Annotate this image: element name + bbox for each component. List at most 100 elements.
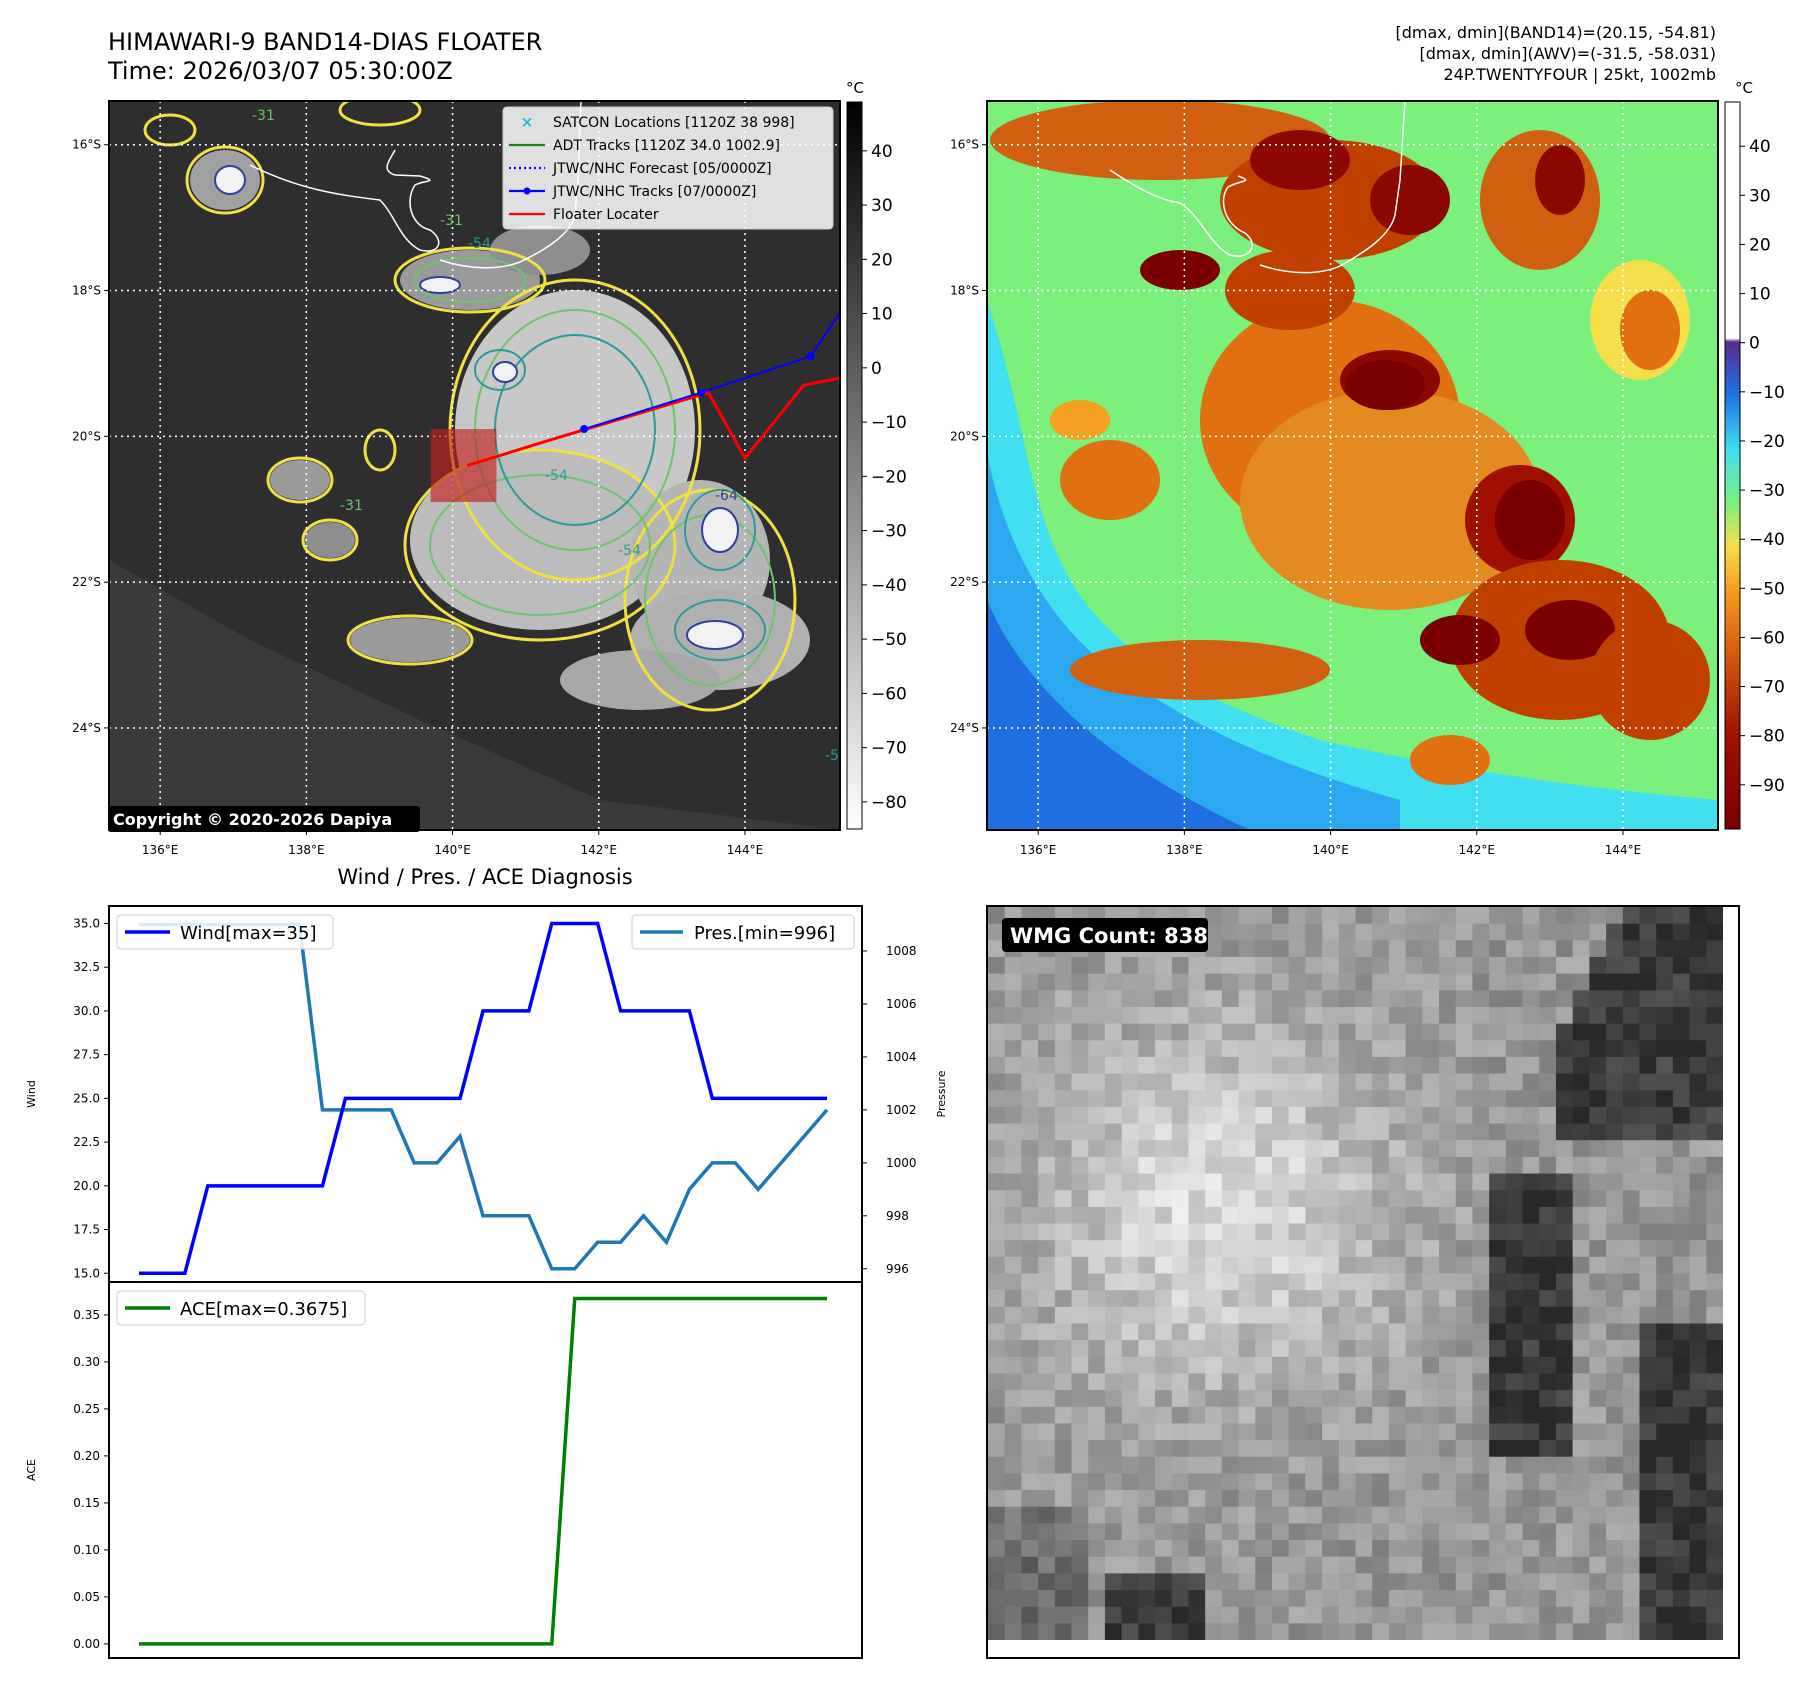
contour-label: -31 xyxy=(340,498,363,514)
colorbar-tick-label: −80 xyxy=(871,793,907,813)
jtwc-point xyxy=(806,352,815,361)
legend-marker-x: × xyxy=(521,113,534,131)
contour-label: -54 xyxy=(618,543,641,559)
lat-tick-label: 16°S xyxy=(72,138,101,152)
jtwc-point xyxy=(580,425,589,434)
lat-tick-label: 24°S xyxy=(72,721,101,735)
colorbar-tick-label: 10 xyxy=(871,305,893,325)
wind-legend-label: Wind[max=35] xyxy=(180,923,317,944)
legend-label: SATCON Locations [1120Z 38 998] xyxy=(553,115,795,131)
pressure-y-tick-label: 1004 xyxy=(886,1050,917,1064)
ace-y-tick-label: 0.30 xyxy=(73,1355,100,1369)
gray-colorbar-unit: °C xyxy=(846,79,864,97)
ace-y-tick-label: 0.20 xyxy=(73,1449,100,1463)
colorbar-tick-label: −70 xyxy=(871,739,907,759)
wind-axis-label: Wind xyxy=(25,1080,38,1108)
lat-tick-label: 22°S xyxy=(950,575,979,589)
wind-y-tick-label: 30.0 xyxy=(73,1004,100,1018)
colorbar-tick-label: −50 xyxy=(871,630,907,650)
wind-series-line xyxy=(139,921,827,1276)
legend-label: JTWC/NHC Tracks [07/0000Z] xyxy=(552,184,756,200)
pressure-y-tick-label: 1006 xyxy=(886,997,917,1011)
time-title: Time: 2026/03/07 05:30:00Z xyxy=(107,57,453,85)
jtwc-track xyxy=(583,311,840,431)
colorbar-tick-label: −20 xyxy=(1749,432,1785,452)
wind-y-tick-label: 35.0 xyxy=(73,916,100,930)
colorbar-tick-label: −30 xyxy=(1749,481,1785,501)
contour-label: -31 xyxy=(252,108,275,124)
colorbar-tick-label: −10 xyxy=(871,413,907,433)
lon-tick-label: 138°E xyxy=(288,843,325,857)
lat-tick-label: 24°S xyxy=(950,721,979,735)
legend-dot xyxy=(523,187,531,195)
pressure-y-tick-label: 1008 xyxy=(886,944,917,958)
colorbar-tick-label: 20 xyxy=(871,250,893,270)
jtwc-point xyxy=(697,388,706,397)
wind-y-tick-label: 32.5 xyxy=(73,960,100,974)
lon-tick-label: 144°E xyxy=(727,843,764,857)
lat-tick-label: 18°S xyxy=(950,284,979,298)
pressure-y-tick-label: 1000 xyxy=(886,1156,917,1170)
contour-label: -64 xyxy=(715,488,738,504)
lat-tick-label: 22°S xyxy=(72,575,101,589)
colorbar-tick-label: 20 xyxy=(1749,235,1771,255)
lon-tick-label: 142°E xyxy=(581,843,618,857)
wind-y-tick-label: 25.0 xyxy=(73,1091,100,1105)
colorbar-tick-label: −20 xyxy=(871,467,907,487)
ace-y-tick-label: 0.00 xyxy=(73,1637,100,1651)
lon-tick-label: 140°E xyxy=(1312,843,1349,857)
map1-axis-ticks: 136°E 138°E 140°E 142°E 144°E 16°S 18°S 20°S 22°… xyxy=(72,138,763,857)
ace-y-tick-label: 0.10 xyxy=(73,1543,100,1557)
wmg-pixel-grid xyxy=(988,907,1723,1640)
lon-tick-label: 144°E xyxy=(1605,843,1642,857)
jtwc-track-points xyxy=(580,352,815,434)
map2-axis-ticks: 136°E 138°E 140°E 142°E 144°E 16°S 18°S 20°S 22°… xyxy=(950,138,1641,857)
colorbar-tick-label: 0 xyxy=(1749,334,1760,354)
color-map-gridlines xyxy=(987,101,1718,830)
wind-y-tick-label: 17.5 xyxy=(73,1223,100,1237)
ace-y-tick-label: 0.25 xyxy=(73,1402,100,1416)
colorbar-tick-label: 40 xyxy=(871,142,893,162)
coastline-color-map xyxy=(1109,101,1406,274)
legend-label: ADT Tracks [1120Z 34.0 1002.9] xyxy=(553,138,780,154)
lat-tick-label: 16°S xyxy=(950,138,979,152)
colorbar-tick-label: 30 xyxy=(1749,186,1771,206)
colorbar-tick-label: −60 xyxy=(1749,628,1785,648)
color-map-panel: 136°E 138°E 140°E 142°E 144°E 16°S 18°S 20°S 22°… xyxy=(950,100,1719,857)
colorbar-tick-label: 10 xyxy=(1749,285,1771,305)
ace-chart: 0.35 0.30 0.25 0.20 0.15 0.10 0.05 0.00 ACE ACE… xyxy=(25,1281,863,1659)
diagnosis-title: Wind / Pres. / ACE Diagnosis xyxy=(337,865,632,889)
colorbar-tick-label: −40 xyxy=(871,576,907,596)
info-line-2: [dmax, dmin](AWV)=(-31.5, -58.031) xyxy=(1419,44,1716,63)
colorbar-tick-label: −50 xyxy=(1749,579,1785,599)
lat-tick-label: 20°S xyxy=(72,429,101,443)
pressure-y-tick-label: 996 xyxy=(886,1262,909,1276)
colorbar-tick-label: −60 xyxy=(871,684,907,704)
pressure-y-tick-label: 1002 xyxy=(886,1103,917,1117)
map-legend: × SATCON Locations [1120Z 38 998] ADT Trac… xyxy=(502,106,834,230)
contour-label: -54 xyxy=(825,748,848,764)
colorbar-tick-label: −90 xyxy=(1749,776,1785,796)
colorbar-tick-label: 30 xyxy=(871,196,893,216)
ace-y-tick-label: 0.05 xyxy=(73,1590,100,1604)
lat-tick-label: 20°S xyxy=(950,429,979,443)
copyright-text: Copyright © 2020-2026 Dapiya xyxy=(113,810,392,829)
contour-label: -31 xyxy=(440,213,463,229)
lon-tick-label: 140°E xyxy=(434,843,471,857)
info-line-1: [dmax, dmin](BAND14)=(20.15, -54.81) xyxy=(1396,23,1717,42)
wind-y-tick-label: 27.5 xyxy=(73,1048,100,1062)
ace-y-tick-label: 0.35 xyxy=(73,1308,100,1322)
pressure-axis-label: Pressure xyxy=(935,1070,948,1117)
lon-tick-label: 138°E xyxy=(1166,843,1203,857)
wind-y-tick-label: 15.0 xyxy=(73,1266,100,1280)
floater-locater-track xyxy=(466,376,840,467)
wind-y-tick-label: 20.0 xyxy=(73,1179,100,1193)
colorbar-tick-label: −80 xyxy=(1749,727,1785,747)
pressure-y-tick-label: 998 xyxy=(886,1209,909,1223)
ace-legend: ACE[max=0.3675] xyxy=(116,1290,366,1326)
contour-label: -54 xyxy=(468,236,491,252)
ir-map-panel: -31 -54 -31 -54 -54 -64 -31 -54 × SATCON … xyxy=(72,100,848,857)
lat-tick-label: 18°S xyxy=(72,284,101,298)
wmg-count-label: WMG Count: 838 xyxy=(1010,924,1208,948)
